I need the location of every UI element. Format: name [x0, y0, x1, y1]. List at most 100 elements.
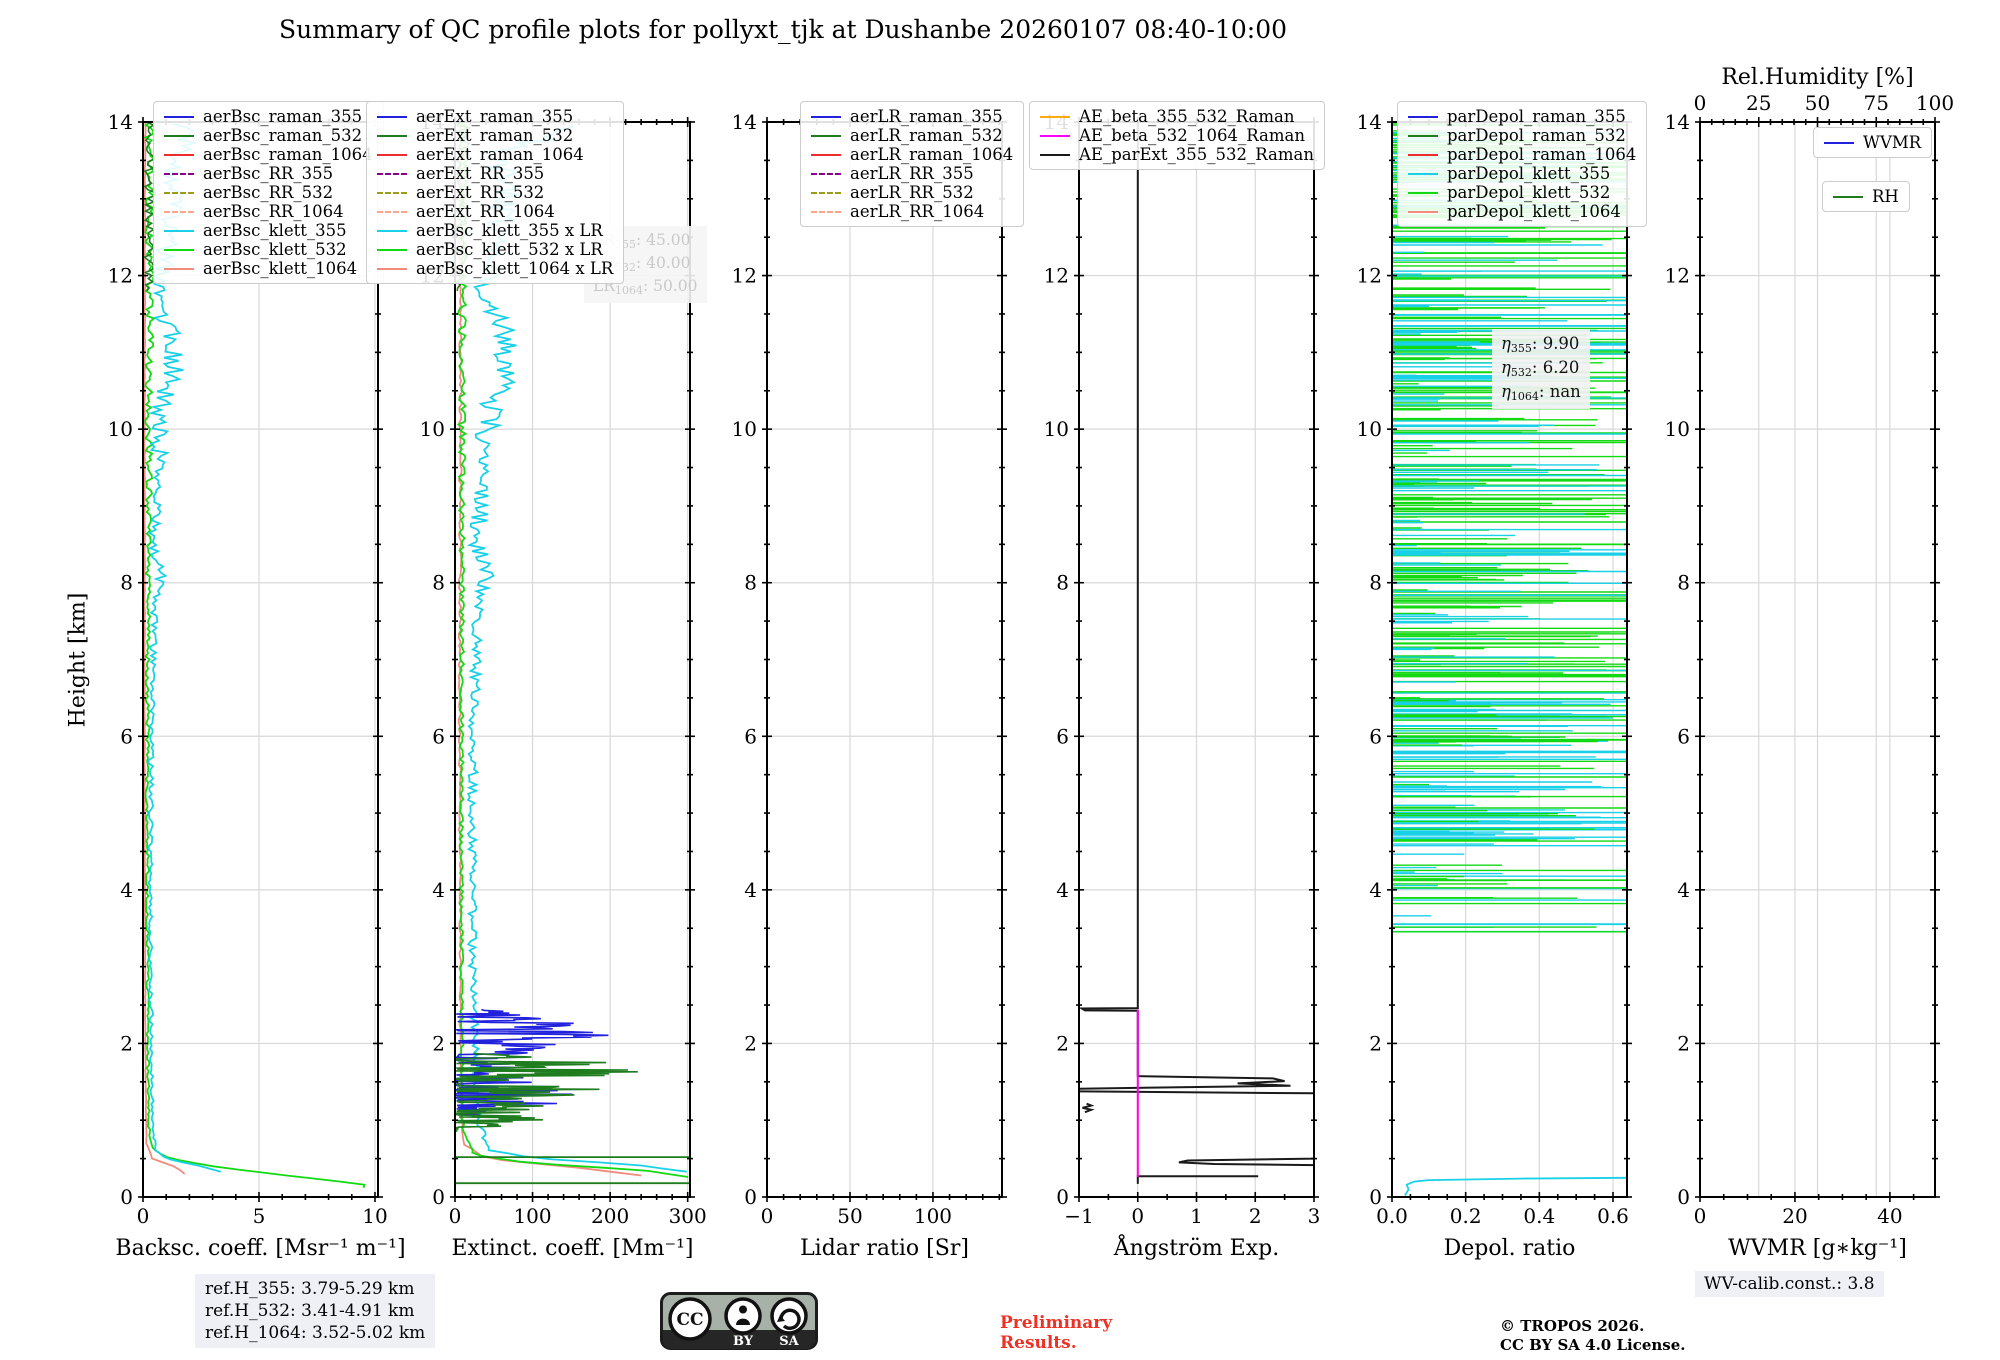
svg-text:12: 12	[108, 264, 133, 288]
legend-item: parDepol_klett_532	[1408, 183, 1636, 202]
legend-swatch	[377, 191, 407, 194]
legend-item: aerBsc_raman_355	[164, 107, 373, 126]
svg-text:0: 0	[1131, 1204, 1144, 1228]
cc-by-label: BY	[733, 1334, 754, 1349]
series-ae-parext-355-532-raman	[1079, 122, 1314, 1184]
legend-swatch	[377, 115, 407, 118]
svg-text:8: 8	[120, 571, 133, 595]
svg-text:75: 75	[1864, 91, 1889, 115]
ref-height-355: ref.H_355: 3.79-5.29 km	[205, 1279, 415, 1299]
svg-text:25: 25	[1746, 91, 1771, 115]
legend-label: parDepol_raman_1064	[1447, 145, 1637, 164]
legend-item: aerExt_raman_355	[377, 107, 613, 126]
axis-labels: 0.0 0.2 0.4 0.6 0 2 4 6 8 10 12 14 Depol. ratio	[1357, 110, 1629, 1261]
x-axis-label: Ångström Exp.	[1113, 1233, 1279, 1261]
legend-swatch	[811, 172, 841, 175]
legend-swatch	[377, 229, 407, 232]
svg-text:0: 0	[1677, 1185, 1690, 1209]
svg-text:6: 6	[1677, 724, 1690, 748]
svg-text:3: 3	[1308, 1204, 1321, 1228]
svg-text:50: 50	[1805, 91, 1830, 115]
ref-height-532: ref.H_532: 3.41-4.91 km	[205, 1301, 415, 1322]
legend-swatch	[1040, 153, 1070, 156]
person-icon-body	[736, 1318, 750, 1325]
plot-frame	[766, 121, 1003, 1198]
legend-swatch	[164, 210, 194, 213]
legend-item: aerBsc_klett_355 x LR	[377, 221, 613, 240]
legend-label: aerExt_raman_1064	[416, 145, 584, 164]
axis-labels: 0 5 10 0 2 4 6 8 10 12 14 Backsc. coeff. [Msr⁻¹ m⁻¹…	[108, 110, 406, 1261]
legend-label: aerBsc_klett_1064	[203, 259, 358, 278]
gridlines	[766, 122, 1002, 1197]
legend-swatch	[164, 191, 194, 194]
copyright-note: © TROPOS 2026. CC BY SA 4.0 License.	[1500, 1317, 1686, 1355]
legend-label: aerLR_RR_532	[850, 183, 974, 202]
cc-sa-label: SA	[779, 1334, 799, 1349]
series-group	[1392, 122, 1627, 1196]
gridlines	[1391, 122, 1627, 1197]
legend-swatch	[811, 210, 841, 213]
legend-item: aerBsc_RR_355	[164, 164, 373, 183]
svg-text:10: 10	[1044, 417, 1069, 441]
legend-swatch	[377, 210, 407, 213]
legend-item: AE_parExt_355_532_Raman	[1040, 145, 1314, 164]
svg-text:100: 100	[513, 1204, 551, 1228]
svg-text:0: 0	[432, 1185, 445, 1209]
svg-text:14: 14	[1357, 110, 1382, 134]
x-axis-label: Depol. ratio	[1444, 1236, 1576, 1261]
legend-swatch	[164, 115, 194, 118]
svg-text:0: 0	[761, 1204, 774, 1228]
svg-text:0: 0	[1694, 91, 1707, 115]
legend-swatch	[377, 134, 407, 137]
legend-swatch	[164, 172, 194, 175]
legend-depol_ratio: parDepol_raman_355 parDepol_raman_532 parD…	[1397, 101, 1648, 227]
series-pardepol-klett-355-near-ground-	[1404, 1176, 1626, 1196]
series-aerbsc-klett-1064-x-lr	[457, 123, 642, 1177]
legend-label: aerBsc_klett_355 x LR	[416, 221, 603, 240]
svg-text:10: 10	[1357, 417, 1382, 441]
svg-text:4: 4	[120, 878, 133, 902]
eta-355-line: η355: 9.90	[1501, 334, 1580, 355]
legend-label: aerExt_raman_532	[416, 126, 574, 145]
legend-item: parDepol_raman_355	[1408, 107, 1636, 126]
cc-license-badge: CC BY SA	[660, 1292, 818, 1354]
gridlines	[1699, 122, 1936, 1197]
gridlines	[1078, 122, 1315, 1197]
svg-text:12: 12	[1357, 264, 1382, 288]
legend-swatch	[377, 172, 407, 175]
svg-text:200: 200	[591, 1204, 629, 1228]
svg-text:0: 0	[1369, 1185, 1382, 1209]
legend-label: RH	[1872, 187, 1899, 206]
legend-label: WVMR	[1863, 133, 1922, 152]
cc-icon	[668, 1297, 712, 1341]
svg-text:0: 0	[1056, 1185, 1069, 1209]
legend-label: aerLR_raman_1064	[850, 145, 1014, 164]
series-aerbsc-klett-355	[147, 123, 222, 1173]
legend-label: aerLR_RR_355	[850, 164, 974, 183]
figure-title: Summary of QC profile plots for pollyxt_…	[278, 15, 1288, 44]
legend-label: aerExt_RR_1064	[416, 202, 555, 221]
legend-label: aerBsc_klett_532 x LR	[416, 240, 603, 259]
legend-label: parDepol_raman_355	[1447, 107, 1626, 126]
svg-text:2: 2	[432, 1031, 445, 1055]
svg-text:0.0: 0.0	[1376, 1204, 1408, 1228]
legend-label: aerBsc_raman_355	[203, 107, 363, 126]
wv-calib-note: WV-calib.const.: 3.8	[1695, 1271, 1884, 1297]
svg-text:4: 4	[1369, 878, 1382, 902]
legend-label: aerBsc_raman_1064	[203, 145, 373, 164]
svg-text:40: 40	[1877, 1204, 1902, 1228]
svg-text:2: 2	[1677, 1031, 1690, 1055]
legend-lidar_ratio: aerLR_raman_355 aerLR_raman_532 aerLR_rama…	[800, 101, 1025, 227]
legend-swatch	[1040, 134, 1070, 137]
plot-depol_ratio: 0.0 0.2 0.4 0.6 0 2 4 6 8 10 12 14 Depol. ratio	[1357, 110, 1632, 1261]
legend-swatch	[164, 267, 194, 270]
svg-text:2: 2	[1369, 1031, 1382, 1055]
axis-ticks	[1387, 117, 1632, 1202]
person-icon-head	[739, 1305, 747, 1314]
svg-text:6: 6	[744, 724, 757, 748]
legend-label: AE_beta_355_532_Raman	[1079, 107, 1295, 126]
legend-label: aerBsc_raman_532	[203, 126, 363, 145]
eta-1064-line: η1064: nan	[1501, 381, 1581, 403]
svg-text:8: 8	[1056, 571, 1069, 595]
